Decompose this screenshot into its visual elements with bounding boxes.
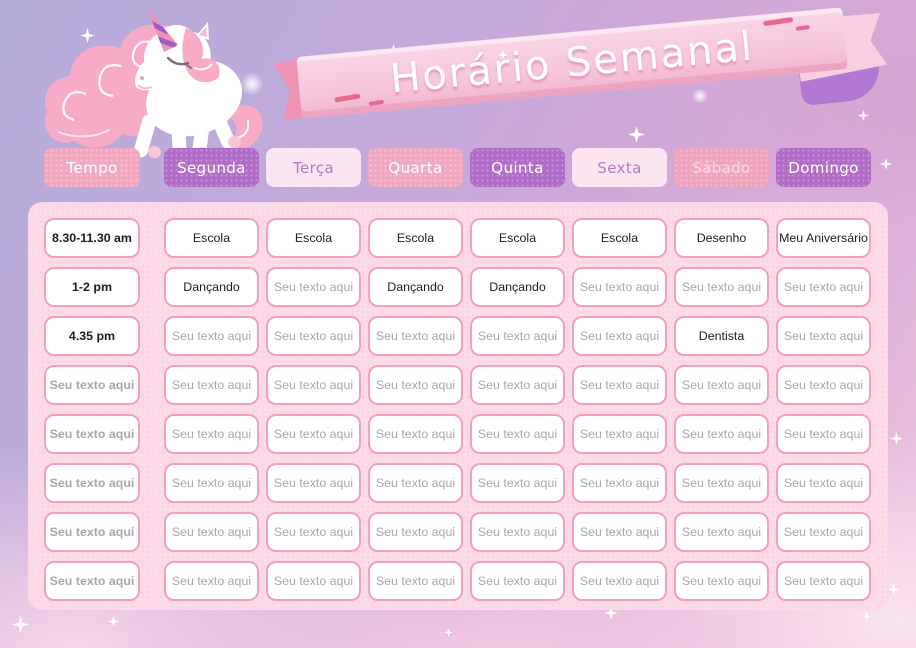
sparkle-icon — [890, 432, 903, 445]
entry-cell[interactable]: Dançando — [368, 267, 463, 307]
entry-cell[interactable]: Seu texto aqui — [266, 512, 361, 552]
sparkle-icon — [880, 158, 892, 170]
entry-cell[interactable]: Seu texto aqui — [674, 463, 769, 503]
entry-cell[interactable]: Seu texto aqui — [164, 463, 259, 503]
entry-cell[interactable]: Seu texto aqui — [776, 463, 871, 503]
schedule-row: 8.30-11.30 am Escola Escola Escola Escola Esc… — [44, 218, 872, 258]
entry-cell[interactable]: Seu texto aqui — [266, 414, 361, 454]
entry-cell[interactable]: Seu texto aqui — [266, 561, 361, 601]
glow-dot — [240, 72, 264, 96]
sparkle-icon — [498, 50, 508, 60]
header-sabado[interactable]: Sábado — [674, 148, 769, 187]
entry-cell[interactable]: Seu texto aqui — [776, 512, 871, 552]
time-cell[interactable]: Seu texto aqui — [44, 414, 140, 454]
entry-cell[interactable]: Seu texto aqui — [572, 512, 667, 552]
entry-cell[interactable]: Desenho — [674, 218, 769, 258]
entry-cell[interactable]: Seu texto aqui — [164, 365, 259, 405]
entry-cell[interactable]: Seu texto aqui — [674, 512, 769, 552]
entry-cell[interactable]: Seu texto aqui — [164, 414, 259, 454]
title-banner: Horário Semanal — [0, 0, 916, 150]
entry-cell[interactable]: Seu texto aqui — [164, 512, 259, 552]
time-cell[interactable]: Seu texto aqui — [44, 561, 140, 601]
entry-cell[interactable]: Seu texto aqui — [674, 414, 769, 454]
schedule-row: Seu texto aqui Seu texto aqui Seu texto aq… — [44, 512, 872, 552]
sparkle-icon — [444, 628, 453, 637]
entry-cell[interactable]: Seu texto aqui — [674, 365, 769, 405]
entry-cell[interactable]: Seu texto aqui — [572, 561, 667, 601]
entry-cell[interactable]: Seu texto aqui — [572, 316, 667, 356]
entry-cell[interactable]: Dançando — [470, 267, 565, 307]
entry-cell[interactable]: Seu texto aqui — [368, 561, 463, 601]
header-terca[interactable]: Terça — [266, 148, 361, 187]
entry-cell[interactable]: Seu texto aqui — [674, 267, 769, 307]
entry-cell[interactable]: Seu texto aqui — [470, 316, 565, 356]
entry-cell[interactable]: Escola — [368, 218, 463, 258]
schedule-row: Seu texto aqui Seu texto aqui Seu texto aq… — [44, 561, 872, 601]
page-title: Horário Semanal — [388, 23, 756, 103]
time-cell[interactable]: 8.30-11.30 am — [44, 218, 140, 258]
entry-cell[interactable]: Escola — [572, 218, 667, 258]
entry-cell[interactable]: Dentista — [674, 316, 769, 356]
entry-cell[interactable]: Dançando — [164, 267, 259, 307]
entry-cell[interactable]: Seu texto aqui — [470, 512, 565, 552]
entry-cell[interactable]: Seu texto aqui — [776, 316, 871, 356]
schedule-row: 4.35 pm Seu texto aqui Seu texto aqui Seu t… — [44, 316, 872, 356]
ribbon-band: Horário Semanal — [296, 7, 848, 119]
entry-cell[interactable]: Seu texto aqui — [164, 561, 259, 601]
entry-cell[interactable]: Meu Aniversário — [776, 218, 871, 258]
time-cell[interactable]: Seu texto aqui — [44, 365, 140, 405]
header-quinta[interactable]: Quinta — [470, 148, 565, 187]
entry-cell[interactable]: Seu texto aqui — [470, 414, 565, 454]
schedule-grid: 8.30-11.30 am Escola Escola Escola Escola Esc… — [28, 202, 888, 617]
header-quarta[interactable]: Quarta — [368, 148, 463, 187]
time-cell[interactable]: Seu texto aqui — [44, 512, 140, 552]
sparkle-icon — [12, 616, 29, 633]
entry-cell[interactable]: Seu texto aqui — [368, 414, 463, 454]
entry-cell[interactable]: Seu texto aqui — [572, 414, 667, 454]
schedule-panel: 8.30-11.30 am Escola Escola Escola Escola Esc… — [28, 202, 888, 610]
entry-cell[interactable]: Seu texto aqui — [470, 365, 565, 405]
entry-cell[interactable]: Seu texto aqui — [470, 561, 565, 601]
day-header-row: Tempo Segunda Terça Quarta Quinta Sexta Sábado… — [44, 148, 871, 187]
entry-cell[interactable]: Seu texto aqui — [368, 463, 463, 503]
sparkle-icon — [888, 584, 899, 595]
schedule-row: 1-2 pm Dançando Seu texto aqui Dançando Danç… — [44, 267, 872, 307]
entry-cell[interactable]: Seu texto aqui — [368, 512, 463, 552]
entry-cell[interactable]: Seu texto aqui — [266, 365, 361, 405]
entry-cell[interactable]: Seu texto aqui — [572, 463, 667, 503]
unicorn-icon — [44, 8, 263, 160]
entry-cell[interactable]: Seu texto aqui — [266, 463, 361, 503]
time-cell[interactable]: 1-2 pm — [44, 267, 140, 307]
entry-cell[interactable]: Seu texto aqui — [776, 414, 871, 454]
header-segunda[interactable]: Segunda — [164, 148, 259, 187]
time-cell[interactable]: 4.35 pm — [44, 316, 140, 356]
entry-cell[interactable]: Seu texto aqui — [368, 365, 463, 405]
entry-cell[interactable]: Seu texto aqui — [776, 365, 871, 405]
entry-cell[interactable]: Seu texto aqui — [776, 561, 871, 601]
entry-cell[interactable]: Seu texto aqui — [572, 365, 667, 405]
glow-dot — [692, 88, 708, 104]
entry-cell[interactable]: Seu texto aqui — [266, 267, 361, 307]
entry-cell[interactable]: Seu texto aqui — [674, 561, 769, 601]
entry-cell[interactable]: Seu texto aqui — [164, 316, 259, 356]
sparkle-icon — [862, 612, 871, 621]
schedule-row: Seu texto aqui Seu texto aqui Seu texto aq… — [44, 463, 872, 503]
schedule-row: Seu texto aqui Seu texto aqui Seu texto aq… — [44, 414, 872, 454]
entry-cell[interactable]: Seu texto aqui — [266, 316, 361, 356]
entry-cell[interactable]: Seu texto aqui — [572, 267, 667, 307]
entry-cell[interactable]: Escola — [164, 218, 259, 258]
entry-cell[interactable]: Escola — [266, 218, 361, 258]
sparkle-icon — [858, 110, 869, 121]
sparkle-icon — [108, 616, 119, 627]
header-domingo[interactable]: Domingo — [776, 148, 871, 187]
entry-cell[interactable]: Escola — [470, 218, 565, 258]
header-tempo[interactable]: Tempo — [44, 148, 140, 187]
entry-cell[interactable]: Seu texto aqui — [368, 316, 463, 356]
schedule-row: Seu texto aqui Seu texto aqui Seu texto aq… — [44, 365, 872, 405]
header-sexta[interactable]: Sexta — [572, 148, 667, 187]
entry-cell[interactable]: Seu texto aqui — [470, 463, 565, 503]
entry-cell[interactable]: Seu texto aqui — [776, 267, 871, 307]
time-cell[interactable]: Seu texto aqui — [44, 463, 140, 503]
